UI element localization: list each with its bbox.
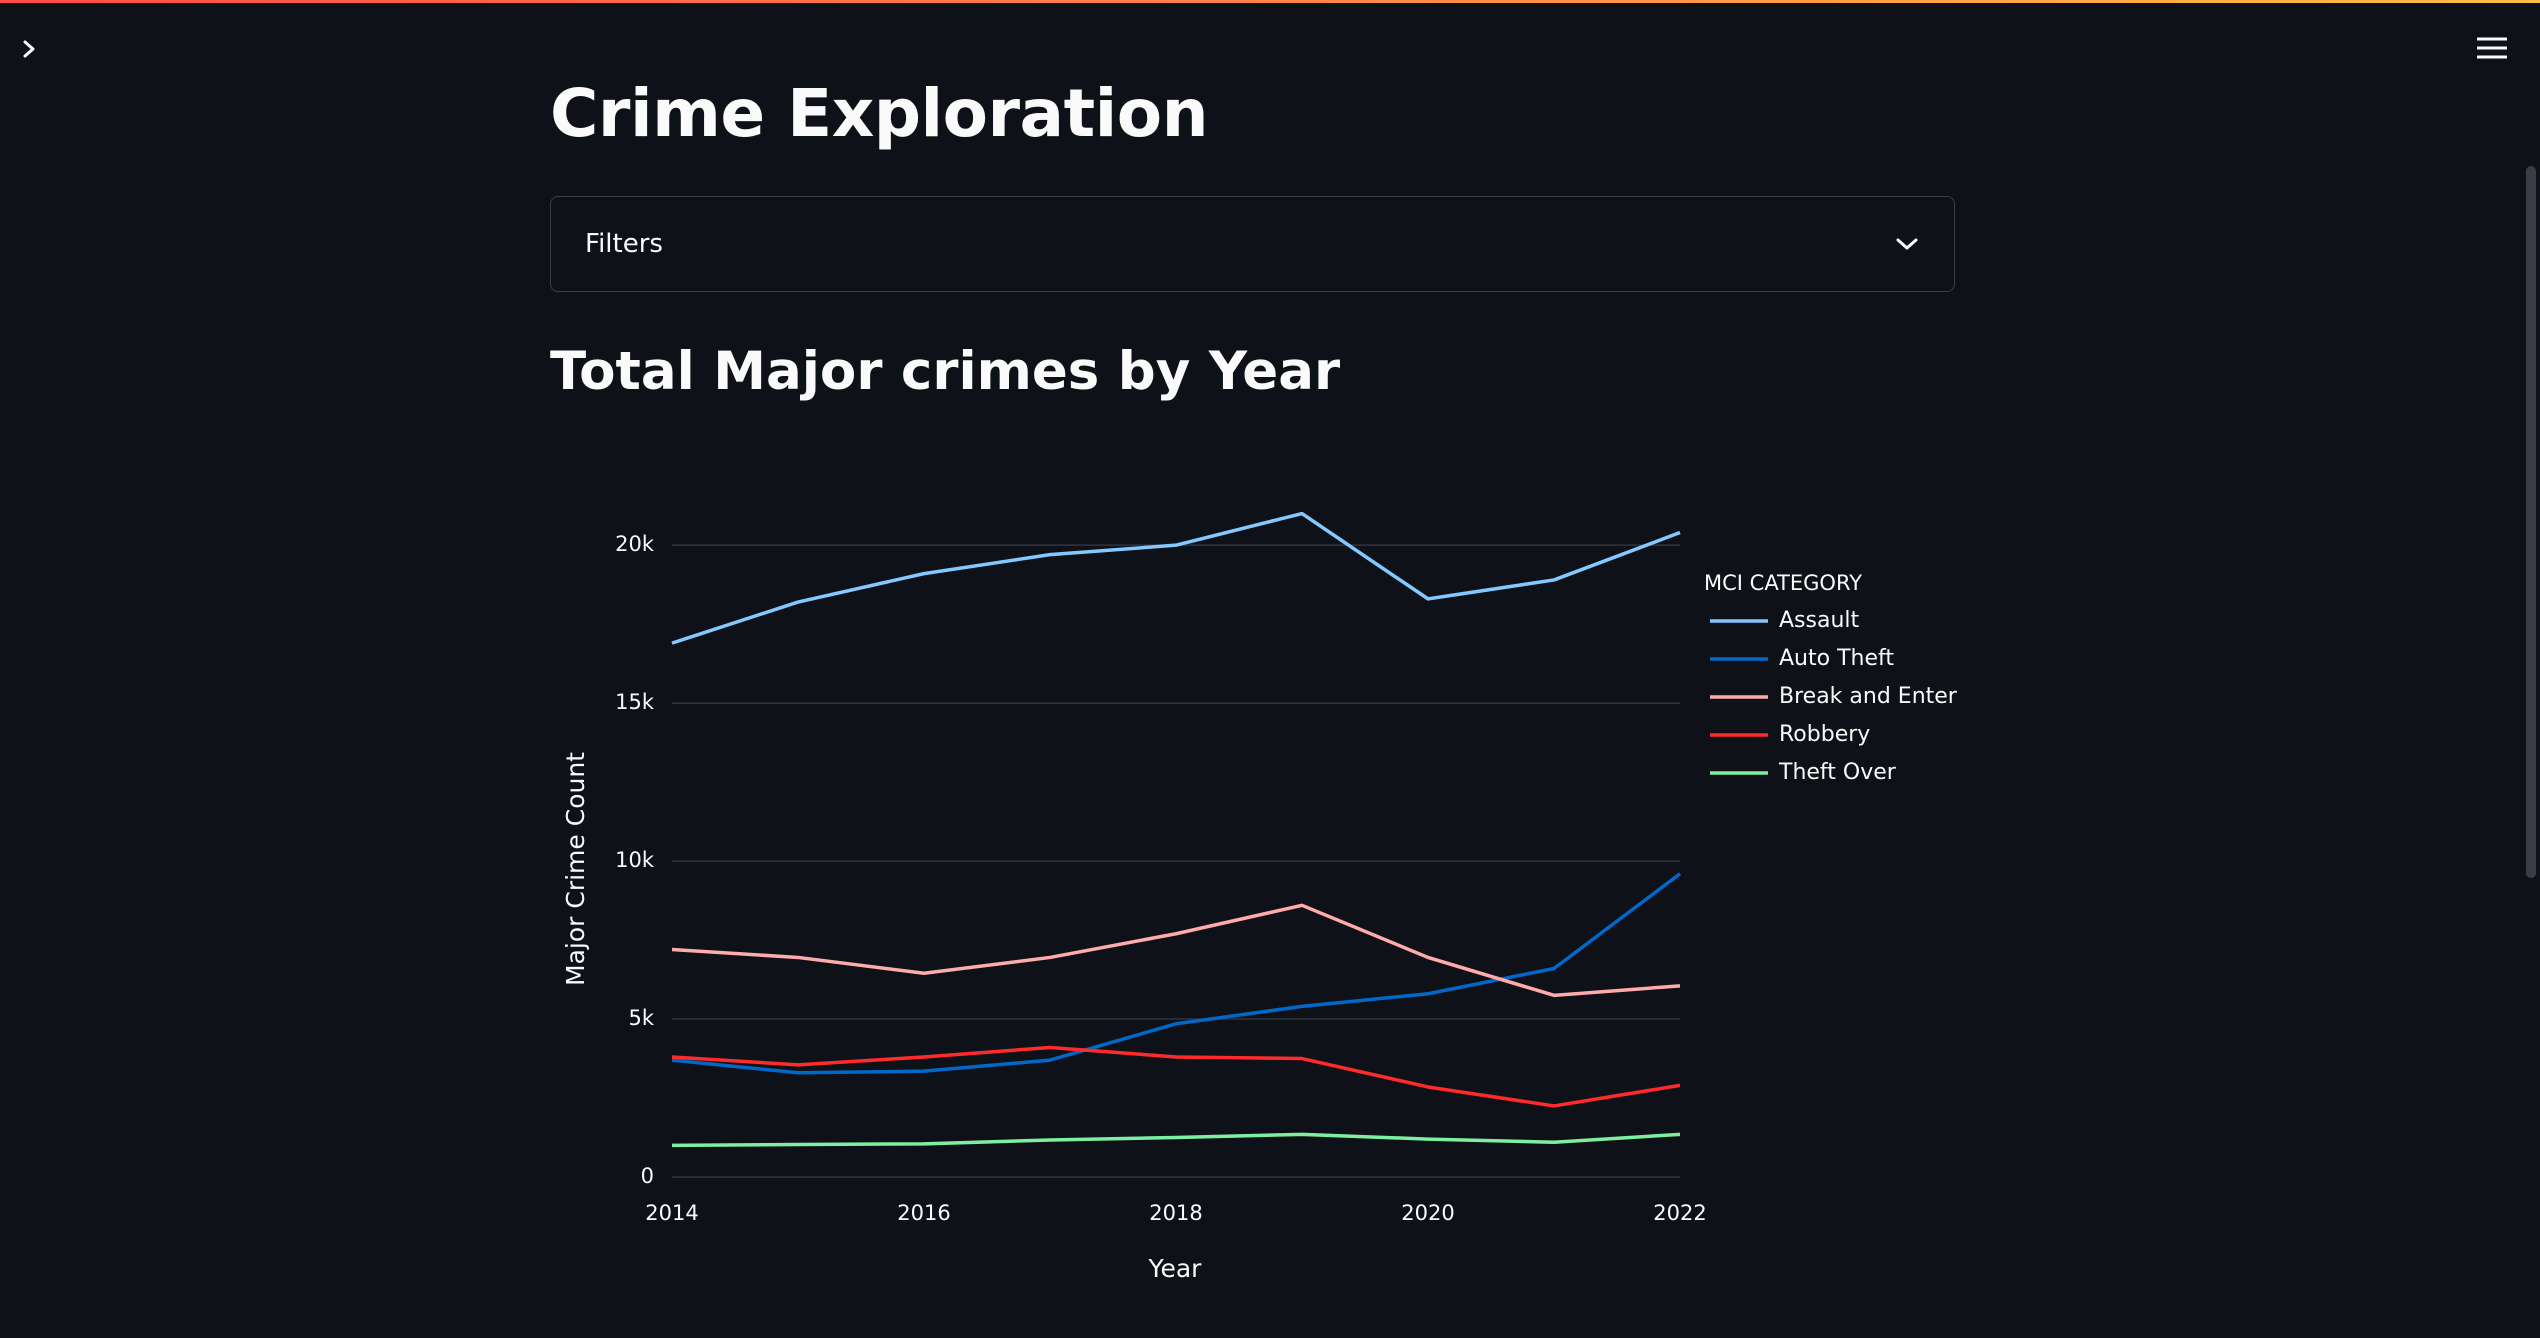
series-line-break-and-enter[interactable] (671, 903, 1681, 998)
y-tick-label: 5k (628, 1006, 654, 1030)
page-title: Crime Exploration (550, 75, 1209, 152)
legend-label: Auto Theft (1779, 646, 1894, 671)
x-axis-label: Year (1148, 1254, 1203, 1283)
chart-series[interactable] (671, 511, 1682, 1148)
x-tick-label: 2022 (1653, 1201, 1706, 1225)
chevron-right-icon (23, 40, 35, 58)
series-line-auto-theft[interactable] (671, 872, 1682, 1075)
chart-axes: Major Crime Count Year 0 5k 10k 15k 20k 2014 2… (561, 532, 1707, 1283)
series-line-robbery[interactable] (671, 1045, 1681, 1108)
legend-label: Robbery (1779, 722, 1870, 747)
series-line-assault[interactable] (671, 511, 1681, 645)
x-tick-label: 2016 (897, 1201, 950, 1225)
x-tick-label: 2018 (1149, 1201, 1202, 1225)
legend-item-auto-theft[interactable]: Auto Theft (1710, 646, 1894, 671)
top-decoration-strip (0, 0, 2540, 3)
series-line-theft-over[interactable] (671, 1132, 1681, 1148)
hamburger-menu-icon (2477, 37, 2507, 59)
y-axis-label: Major Crime Count (561, 752, 590, 986)
y-tick-label: 0 (641, 1164, 654, 1188)
x-tick-label: 2020 (1401, 1201, 1454, 1225)
chart-gridlines (672, 544, 1680, 1178)
sidebar-toggle-button[interactable] (14, 34, 44, 64)
filters-expander[interactable]: Filters (550, 196, 1955, 292)
legend-item-theft-over[interactable]: Theft Over (1710, 760, 1897, 785)
y-tick-label: 10k (615, 848, 655, 872)
section-title: Total Major crimes by Year (550, 341, 1341, 402)
legend-title: MCI CATEGORY (1704, 571, 1862, 595)
legend-label: Theft Over (1778, 760, 1897, 785)
y-tick-label: 20k (615, 532, 655, 556)
chevron-down-icon (1896, 238, 1918, 250)
y-tick-label: 15k (615, 690, 655, 714)
main-menu-button[interactable] (2472, 30, 2512, 66)
legend-item-robbery[interactable]: Robbery (1710, 722, 1870, 747)
legend-label: Assault (1779, 608, 1860, 633)
legend-item-break-and-enter[interactable]: Break and Enter (1710, 684, 1958, 709)
page-scrollbar[interactable] (2526, 166, 2536, 878)
x-tick-label: 2014 (645, 1201, 698, 1225)
filters-label: Filters (585, 229, 663, 259)
legend-item-assault[interactable]: Assault (1710, 608, 1860, 633)
chart-legend[interactable]: MCI CATEGORY Assault Auto Theft Break and … (1704, 571, 1958, 785)
legend-label: Break and Enter (1779, 684, 1958, 709)
